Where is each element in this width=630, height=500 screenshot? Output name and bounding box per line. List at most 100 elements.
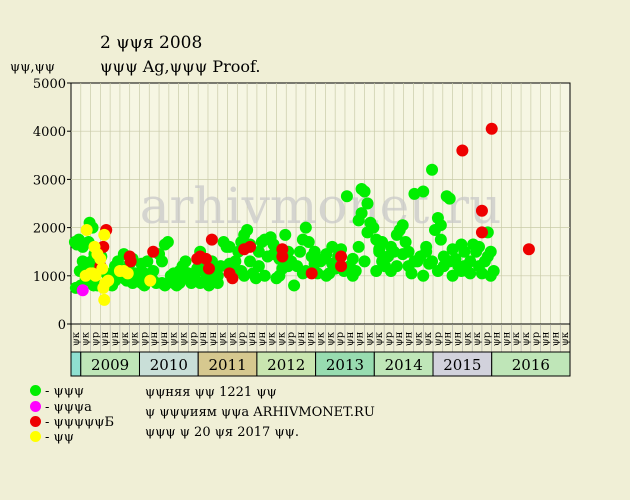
x-tick-label: ψн [100, 331, 111, 346]
data-point-series-1 [176, 272, 189, 285]
x-tick-label: ψн [247, 331, 258, 346]
data-point-series-1 [188, 274, 201, 287]
x-tick-label: ψр [384, 332, 395, 346]
data-point-series-3 [305, 267, 318, 280]
data-point-series-3 [202, 262, 215, 275]
x-tick-label: ψк [511, 331, 522, 346]
year-cell [138, 351, 199, 377]
note-source: ψ ψψψиям ψψа ARHIVMONET.RU [145, 405, 375, 420]
data-point-series-3 [475, 226, 488, 239]
year-cell [491, 351, 571, 377]
y-axis-label: ψψ,ψψ [10, 60, 55, 75]
data-point-series-1 [252, 245, 265, 258]
data-point-series-1 [155, 255, 168, 268]
data-point-series-3 [335, 260, 348, 273]
legend-label: - ψψψψψБ [45, 415, 115, 430]
data-point-series-1 [135, 257, 148, 270]
data-point-series-1 [437, 260, 450, 273]
x-tick-label: ψк [227, 331, 238, 346]
year-cell [315, 351, 375, 377]
data-point-series-1 [252, 260, 265, 273]
data-point-series-1 [446, 243, 459, 256]
data-point-series-1 [402, 245, 415, 258]
data-point-series-4 [144, 274, 157, 287]
data-point-series-4 [98, 228, 111, 241]
x-tick-label: ψр [90, 332, 101, 346]
data-point-series-1 [238, 269, 251, 282]
data-point-series-1 [326, 240, 339, 253]
data-point-series-1 [282, 260, 295, 273]
data-point-series-4 [79, 269, 92, 282]
x-tick-label: ψк [423, 331, 434, 346]
data-point-series-2 [76, 284, 89, 297]
x-tick-label: ψн [159, 331, 170, 346]
data-point-series-1 [426, 163, 439, 176]
legend-label: - ψψψ [45, 384, 85, 399]
legend-item: - ψψψа [30, 400, 92, 415]
data-point-series-1 [367, 221, 380, 234]
data-point-series-1 [355, 183, 368, 196]
data-point-series-1 [443, 192, 456, 205]
data-point-series-1 [390, 260, 403, 273]
x-tick-label: ψн [501, 331, 512, 346]
data-point-series-1 [244, 255, 257, 268]
data-point-series-3 [485, 122, 498, 135]
data-point-series-1 [288, 279, 301, 292]
x-tick-label: ψк [267, 331, 278, 346]
data-point-series-1 [434, 219, 447, 232]
data-point-series-3 [276, 250, 289, 263]
x-tick-label: ψк [364, 331, 375, 346]
x-tick-label: ψн [541, 331, 552, 346]
data-point-series-1 [346, 252, 359, 265]
data-point-series-1 [126, 277, 139, 290]
data-point-series-1 [458, 245, 471, 258]
year-cell [256, 351, 317, 377]
data-point-series-1 [355, 207, 368, 220]
data-point-series-1 [76, 255, 89, 268]
legend-label: - ψψ [45, 430, 74, 445]
data-point-series-1 [352, 240, 365, 253]
data-point-series-1 [211, 269, 224, 282]
x-tick-label: ψк [120, 331, 131, 346]
data-point-series-1 [417, 185, 430, 198]
data-point-series-1 [370, 264, 383, 277]
x-tick-label: ψк [71, 331, 82, 346]
x-tick-label: ψр [139, 332, 150, 346]
x-tick-label: ψк [413, 331, 424, 346]
data-point-series-1 [346, 269, 359, 282]
year-label: 2015 [443, 356, 481, 374]
legend-item: - ψψψ [30, 384, 84, 399]
x-tick-label: ψн [492, 331, 503, 346]
x-tick-label: ψк [169, 331, 180, 346]
data-point-series-1 [473, 240, 486, 253]
x-tick-label: ψк [560, 331, 571, 346]
x-tick-label: ψр [433, 332, 444, 346]
data-point-series-1 [167, 267, 180, 280]
x-tick-label: ψн [257, 331, 268, 346]
x-tick-label: ψн [443, 331, 454, 346]
x-tick-label: ψк [276, 331, 287, 346]
year-cell [70, 351, 82, 377]
data-point-series-1 [340, 190, 353, 203]
data-point-series-1 [417, 269, 430, 282]
x-tick-label: ψн [355, 331, 366, 346]
x-tick-label: ψн [110, 331, 121, 346]
x-tick-label: ψн [296, 331, 307, 346]
x-tick-label: ψн [394, 331, 405, 346]
x-tick-label: ψр [286, 332, 297, 346]
x-tick-label: ψн [149, 331, 160, 346]
x-tick-label: ψн [550, 331, 561, 346]
data-point-series-4 [89, 269, 102, 282]
year-label: 2011 [208, 356, 246, 374]
data-point-series-1 [396, 219, 409, 232]
data-point-series-3 [475, 204, 488, 217]
y-tick-label: 1000 [33, 270, 66, 285]
data-point-series-1 [373, 245, 386, 258]
x-tick-label: ψк [218, 331, 229, 346]
data-point-series-3 [205, 233, 218, 246]
y-tick-label: 0 [58, 318, 66, 333]
data-point-series-1 [320, 269, 333, 282]
data-point-series-4 [98, 293, 111, 306]
x-tick-label: ψн [198, 331, 209, 346]
y-tick-label: 3000 [33, 173, 66, 188]
